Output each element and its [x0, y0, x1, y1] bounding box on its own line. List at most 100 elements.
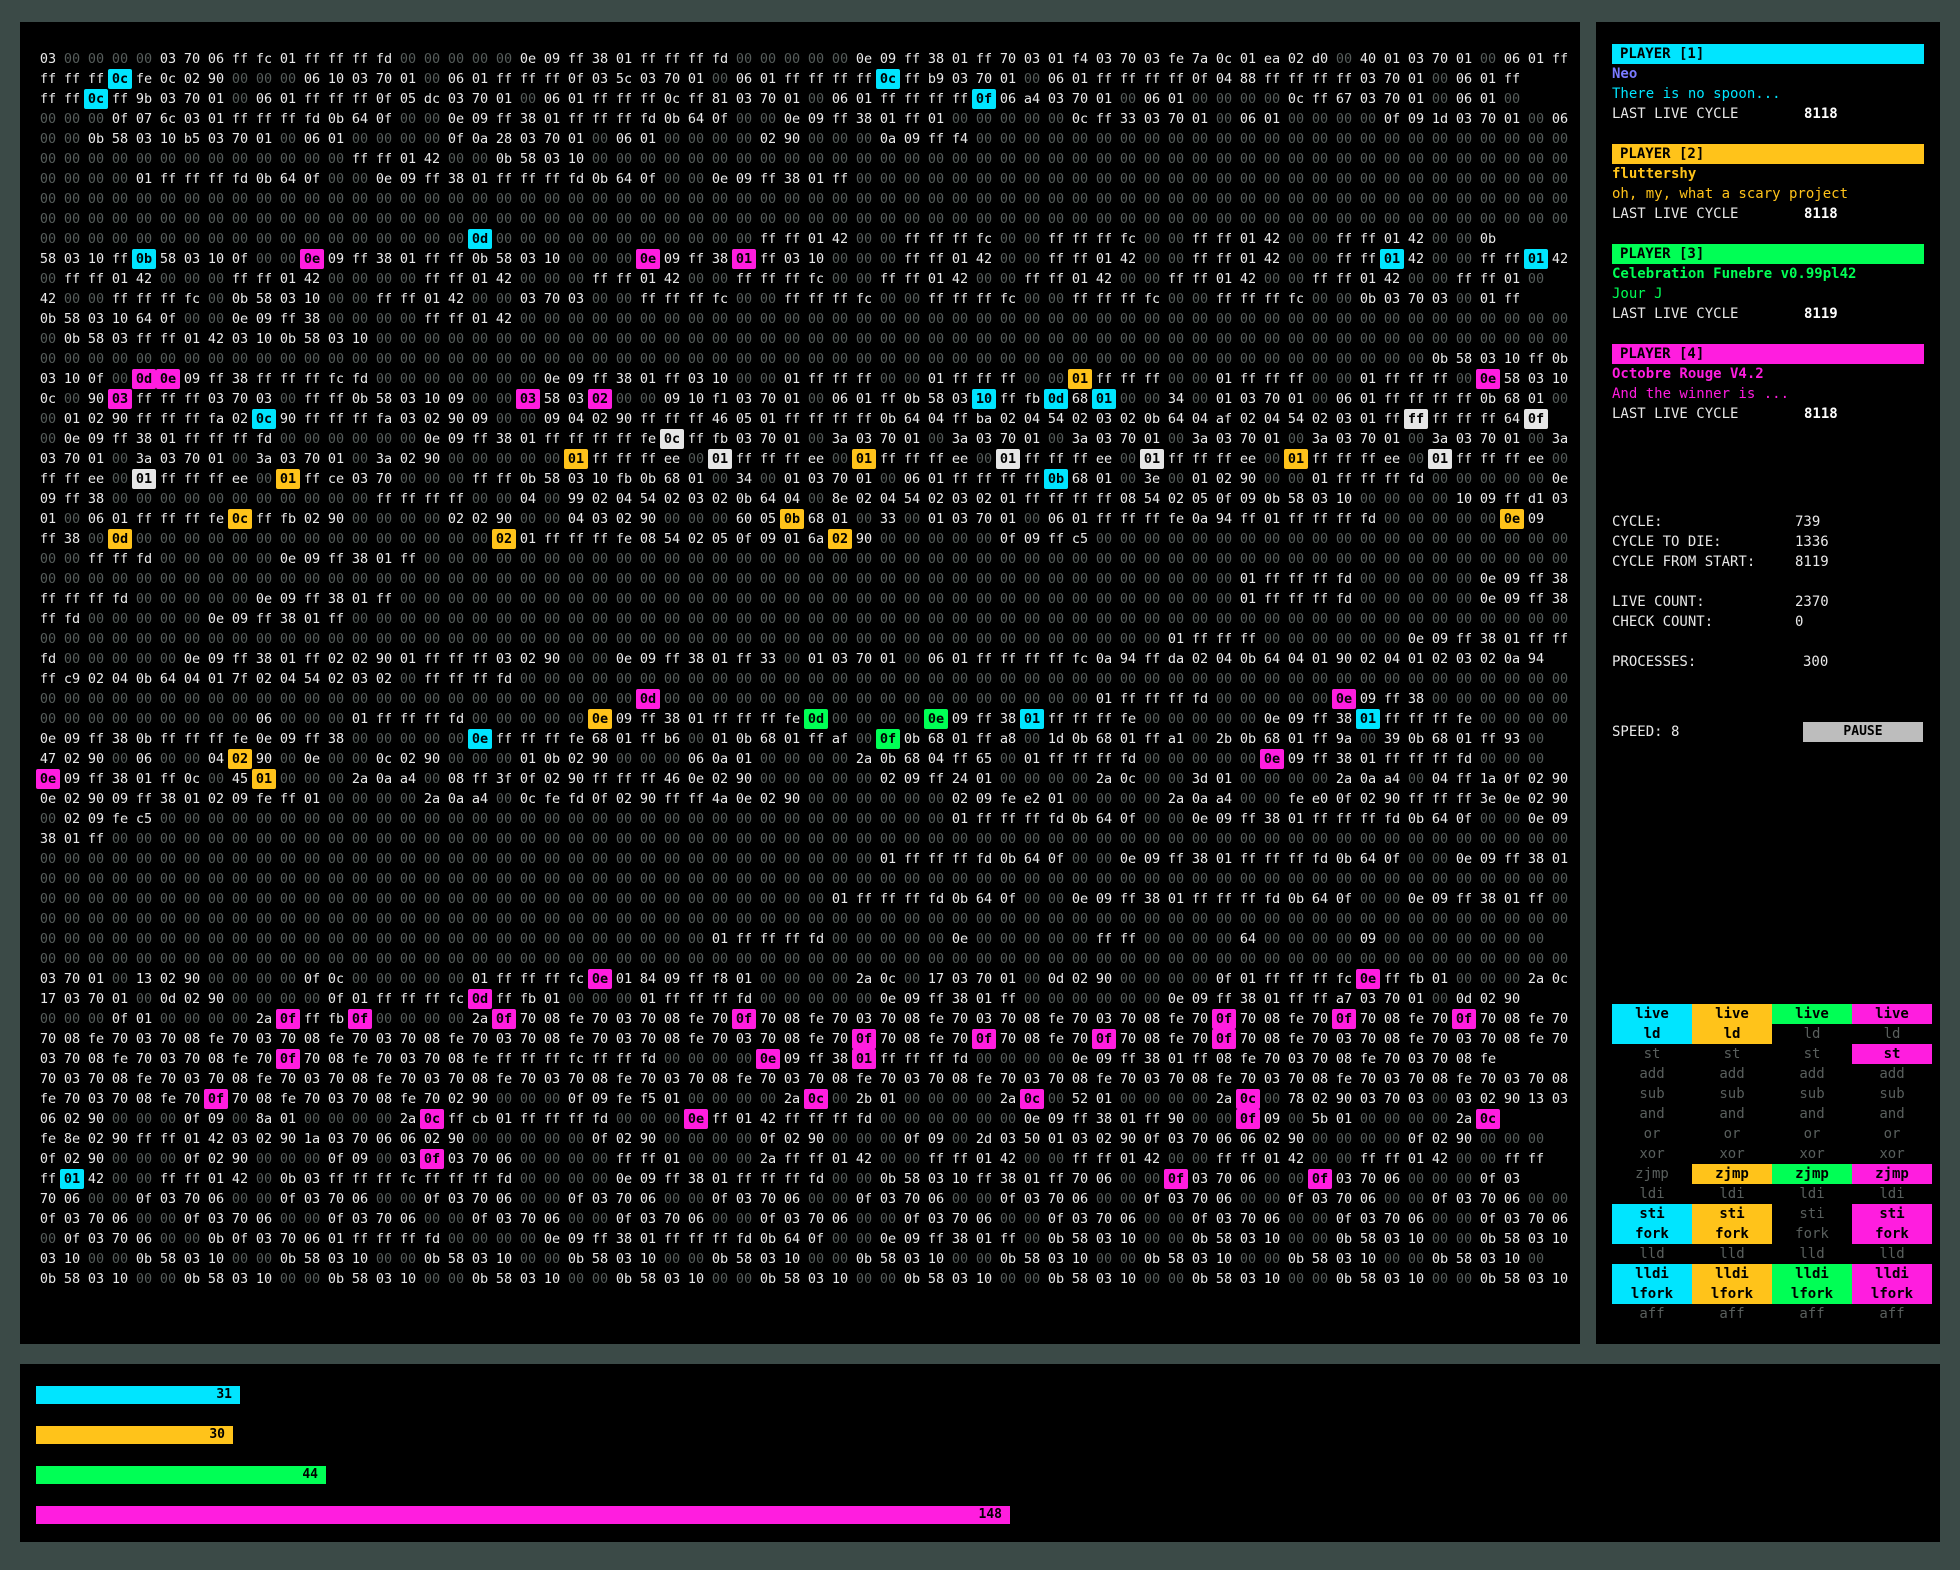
- memory-cell: fd: [639, 111, 657, 127]
- memory-cell: 01: [1071, 71, 1089, 87]
- memory-cell: 00: [735, 191, 753, 207]
- memory-cell: fe: [1407, 1031, 1425, 1047]
- pause-button[interactable]: PAUSE: [1803, 722, 1923, 742]
- memory-cell: 00: [999, 911, 1017, 927]
- memory-cell: 00: [783, 971, 801, 987]
- last-live-label: LAST LIVE CYCLE: [1612, 106, 1739, 122]
- memory-cell: 03: [975, 1011, 993, 1027]
- memory-cell: 00: [1191, 391, 1209, 407]
- memory-cell: 0b: [231, 291, 249, 307]
- memory-cell: 00: [1119, 951, 1137, 967]
- memory-cell: 00: [159, 891, 177, 907]
- memory-cell: 01: [783, 371, 801, 387]
- memory-cell: 00: [615, 351, 633, 367]
- memory-cell: 90: [495, 511, 513, 527]
- memory-cell: 00: [1119, 91, 1137, 107]
- memory-cell: 00: [183, 691, 201, 707]
- memory-cell: 64: [1239, 931, 1257, 947]
- memory-cell-pc: 0f: [732, 1009, 756, 1029]
- memory-cell: 06: [1047, 511, 1065, 527]
- memory-cell: 00: [423, 851, 441, 867]
- memory-cell: 02: [711, 491, 729, 507]
- memory-cell: 00: [471, 451, 489, 467]
- memory-cell: 90: [615, 411, 633, 427]
- memory-cell: 00: [375, 1011, 393, 1027]
- memory-cell: 0f: [111, 111, 129, 127]
- memory-cell: fe: [1455, 1071, 1473, 1087]
- memory-cell: 00: [375, 271, 393, 287]
- memory-cell: 1d: [1431, 111, 1449, 127]
- memory-cell: 0b: [423, 1251, 441, 1267]
- memory-row: 00 ff ff 01 42 00 00 00 ff ff 01 42 00 00 00 00 ff ff 01 42…: [36, 268, 1580, 288]
- memory-cell: 42: [1263, 231, 1281, 247]
- memory-cell: ff: [1167, 451, 1185, 467]
- memory-cell: 03: [687, 491, 705, 507]
- memory-cell: 00: [759, 191, 777, 207]
- memory-cell: ff: [1311, 451, 1329, 467]
- memory-cell: 06: [1551, 111, 1569, 127]
- memory-cell: 06: [543, 91, 561, 107]
- memory-cell: 00: [1287, 691, 1305, 707]
- memory-cell: 00: [87, 911, 105, 927]
- player-header: PLAYER [1]: [1612, 44, 1924, 64]
- memory-cell: 38: [111, 771, 129, 787]
- memory-cell: 2a: [471, 1011, 489, 1027]
- memory-cell: ff: [975, 711, 993, 727]
- memory-cell: 00: [831, 1251, 849, 1267]
- memory-cell: 02: [303, 511, 321, 527]
- memory-cell: ff: [1527, 631, 1545, 647]
- memory-cell: ff: [1095, 711, 1113, 727]
- memory-cell: 90: [87, 1111, 105, 1127]
- memory-cell: 00: [1047, 911, 1065, 927]
- memory-cell: 00: [1071, 611, 1089, 627]
- memory-cell: 00: [999, 611, 1017, 627]
- memory-cell: 00: [831, 331, 849, 347]
- memory-cell: 00: [255, 1151, 273, 1167]
- memory-cell: 54: [663, 531, 681, 547]
- memory-cell: 00: [279, 891, 297, 907]
- memory-cell: 00: [783, 951, 801, 967]
- memory-cell: 00: [759, 831, 777, 847]
- memory-cell: 00: [1191, 911, 1209, 927]
- memory-cell: 00: [1215, 751, 1233, 767]
- memory-cell: 00: [1407, 431, 1425, 447]
- memory-cell: 00: [471, 571, 489, 587]
- memory-cell: ff: [759, 451, 777, 467]
- memory-cell: 00: [399, 691, 417, 707]
- memory-cell: ff: [855, 371, 873, 387]
- memory-cell: 01: [1359, 411, 1377, 427]
- memory-cell: fd: [639, 1051, 657, 1067]
- memory-cell: 00: [639, 1111, 657, 1127]
- memory-cell: 00: [711, 831, 729, 847]
- memory-cell: 00: [711, 811, 729, 827]
- memory-cell: 00: [1215, 111, 1233, 127]
- opcode-aff-p2: aff: [1719, 1306, 1745, 1322]
- memory-cell: 00: [1311, 111, 1329, 127]
- memory-cell: 06: [1335, 391, 1353, 407]
- memory-cell: 00: [1431, 331, 1449, 347]
- memory-cell: 00: [975, 691, 993, 707]
- memory-cell: 00: [1071, 171, 1089, 187]
- memory-cell: 00: [975, 211, 993, 227]
- memory-cell: ff: [423, 491, 441, 507]
- memory-cell: 0e: [879, 1231, 897, 1247]
- memory-cell: 02: [855, 491, 873, 507]
- memory-cell: 00: [399, 1191, 417, 1207]
- memory-cell: 09: [567, 371, 585, 387]
- memory-cell: 00: [375, 851, 393, 867]
- memory-cell: ff: [303, 371, 321, 387]
- memory-cell: 02: [615, 791, 633, 807]
- memory-cell: a4: [1383, 771, 1401, 787]
- memory-cell: 04: [567, 411, 585, 427]
- memory-cell: 54: [303, 671, 321, 687]
- memory-cell: 00: [831, 931, 849, 947]
- memory-cell: 00: [255, 631, 273, 647]
- memory-cell: 00: [1407, 151, 1425, 167]
- memory-cell: 0e: [879, 991, 897, 1007]
- memory-cell: ff: [1311, 991, 1329, 1007]
- memory-cell: ff: [159, 411, 177, 427]
- memory-cell: 10: [327, 71, 345, 87]
- memory-cell: 01: [1287, 811, 1305, 827]
- memory-cell: 10: [927, 1251, 945, 1267]
- memory-cell: 01: [87, 451, 105, 467]
